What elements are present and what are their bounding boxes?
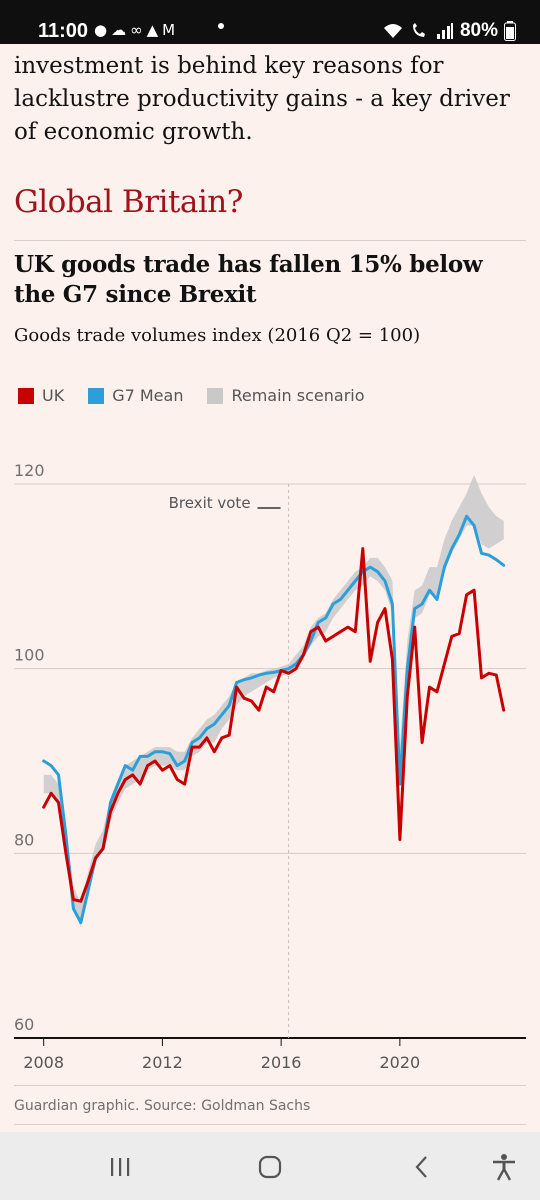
legend-item-uk: UK [18,386,64,405]
recent-apps-icon [111,1158,130,1176]
accessibility-icon [493,1154,515,1181]
legend-item-g7: G7 Mean [88,386,183,405]
divider [14,240,526,241]
home-icon [258,1155,282,1179]
section-heading: Global Britain? [14,184,243,220]
battery-level: 80% [459,20,498,41]
legend-item-remain: Remain scenario [207,386,365,405]
article-paragraph: investment is behind key reasons for lac… [14,53,510,145]
chart-title: UK goods trade has fallen 15% below the … [14,251,483,308]
y-tick-label: 100 [14,646,45,665]
series-g7-mean-line [42,514,506,925]
wifi-call-icon [412,23,425,37]
x-tick-label: 2008 [23,1053,64,1072]
x-tick-label: 2012 [142,1053,183,1072]
battery-icon [504,21,516,41]
notification-icons: ● ☁ ∞ ▲ M [94,20,175,40]
series-uk-line [42,547,506,903]
legend-label-uk: UK [42,386,65,405]
navigation-bar [0,1132,540,1200]
gmail-icon: M [162,21,176,39]
status-bar: 11:00 ● ☁ ∞ ▲ M 80% [0,0,540,44]
series-remain-scenario-band [43,474,504,928]
y-tick-label: 120 [14,461,45,480]
legend-swatch-remain [207,387,224,404]
home-button[interactable] [250,1152,290,1182]
wifi-icon [383,24,402,38]
x-tick-label: 2020 [379,1053,420,1072]
back-icon [415,1156,427,1178]
accessibility-button[interactable] [484,1152,524,1182]
legend-swatch-uk [18,387,34,404]
scroll-edge [0,44,540,54]
y-tick-label: 80 [14,830,34,849]
drive-icon: ▲ [146,21,159,39]
divider [14,1124,526,1125]
chart-subtitle: Goods trade volumes index (2016 Q2 = 100… [14,325,421,346]
legend-label-remain: Remain scenario [231,386,365,405]
more-notifications-dot [218,23,224,29]
line-chart: 120 100 80 60 2008 2012 2016 2020 Brexit vote [14,461,526,1072]
chart-source: Guardian graphic. Source: Goldman Sachs [14,1098,311,1114]
legend-label-g7: G7 Mean [112,386,184,405]
voicemail-icon: ∞ [130,21,143,39]
signal-icon [436,23,453,39]
status-right: 80% [382,19,516,43]
divider [14,1085,526,1086]
facebook-icon: ● [94,21,108,39]
cloud-icon: ☁ [111,21,127,39]
status-time: 11:00 [38,20,89,42]
y-tick-label: 60 [14,1015,34,1034]
x-tick-label: 2016 [261,1053,302,1072]
chart-legend: UK G7 Mean Remain scenario [18,386,389,405]
back-button[interactable] [402,1152,442,1182]
annotation-label: Brexit vote [169,494,251,512]
recent-apps-button[interactable] [100,1152,140,1182]
legend-swatch-g7 [88,387,105,404]
